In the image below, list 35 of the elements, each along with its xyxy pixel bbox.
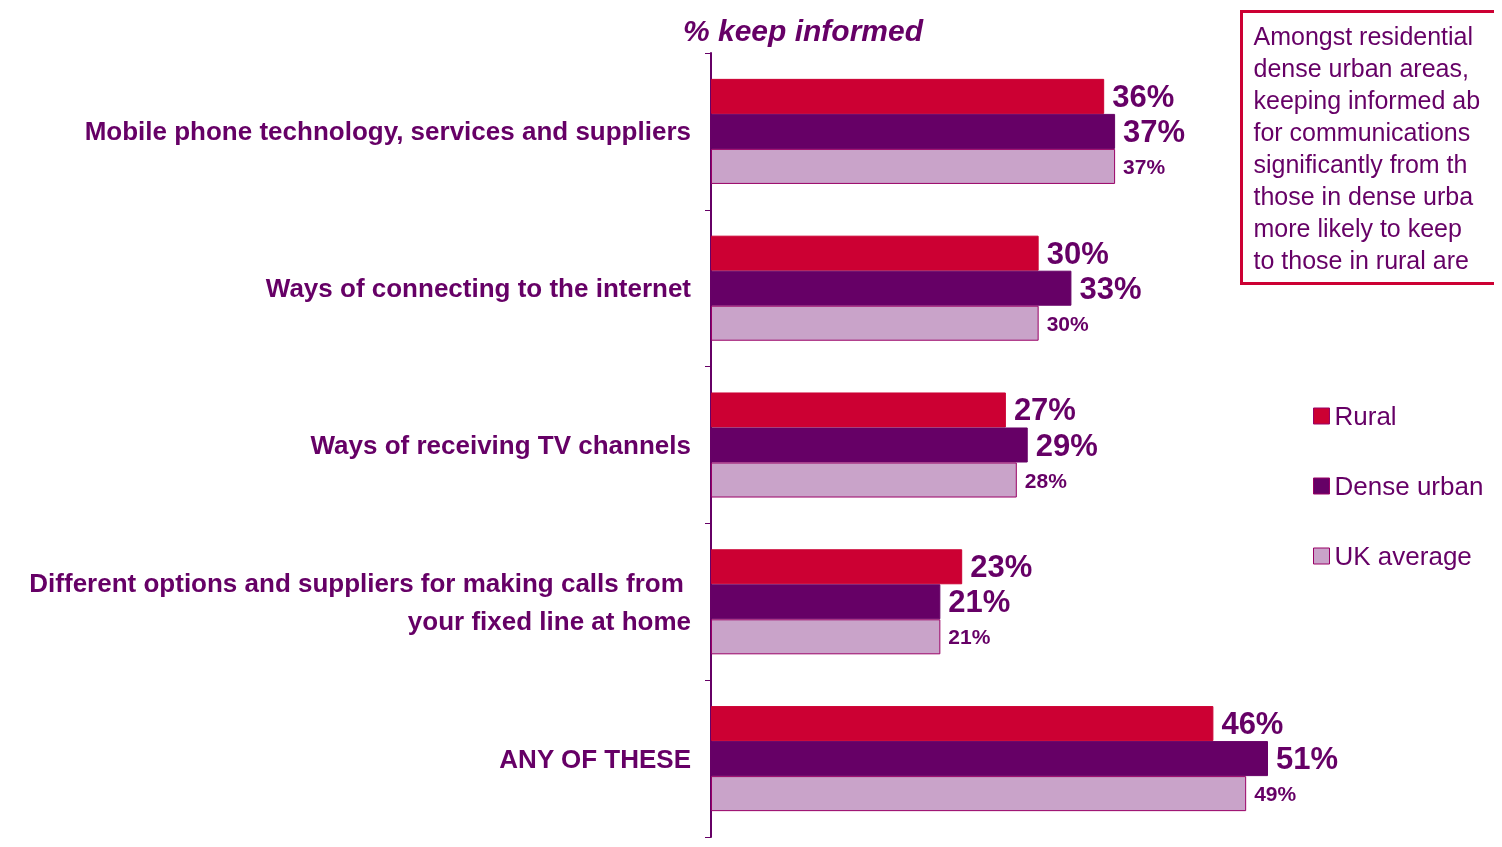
bar xyxy=(711,305,1039,341)
data-label: 33% xyxy=(1079,270,1142,306)
y-tick-label: Different options and suppliers for making calls from your fixed line at home xyxy=(29,567,691,636)
bar xyxy=(711,462,1017,498)
bar xyxy=(711,392,1006,428)
legend-label: Rural xyxy=(1334,401,1397,431)
annotation: Amongst residential dense urban areas, keeping informed ab for communications significantly from th those in dense urba more likely to keep to those in rural are xyxy=(1253,21,1481,274)
data-label: 51% xyxy=(1276,741,1339,777)
bar xyxy=(711,148,1116,184)
y-tick-label: ANY OF THESE xyxy=(499,743,691,774)
data-label: 29% xyxy=(1035,427,1098,463)
bar xyxy=(711,235,1039,271)
data-label: 21% xyxy=(948,625,991,649)
data-label: 37% xyxy=(1123,154,1166,178)
data-label: 46% xyxy=(1221,706,1284,742)
data-label: 30% xyxy=(1046,311,1090,335)
chart-title: % keep informed xyxy=(682,13,924,47)
y-tick-label: Ways of receiving TV channels xyxy=(310,430,691,460)
data-label: 49% xyxy=(1254,782,1297,806)
bar xyxy=(711,706,1214,742)
bar xyxy=(711,78,1105,114)
y-tick-label: Mobile phone technology, services and suppliers xyxy=(84,116,691,147)
data-label: 36% xyxy=(1112,78,1175,114)
bar xyxy=(711,549,963,585)
data-label: 28% xyxy=(1024,468,1068,492)
legend-label: UK average xyxy=(1334,541,1472,571)
data-label: 23% xyxy=(970,549,1033,585)
y-tick-label: Ways of connecting to the internet xyxy=(265,273,692,304)
legend-label: Dense urban xyxy=(1334,471,1484,501)
bar xyxy=(711,776,1247,812)
data-label: 27% xyxy=(1013,392,1076,428)
data-label: 21% xyxy=(948,584,1011,620)
data-label: 37% xyxy=(1123,113,1186,149)
data-label: 30% xyxy=(1046,235,1109,271)
bar xyxy=(711,619,941,655)
